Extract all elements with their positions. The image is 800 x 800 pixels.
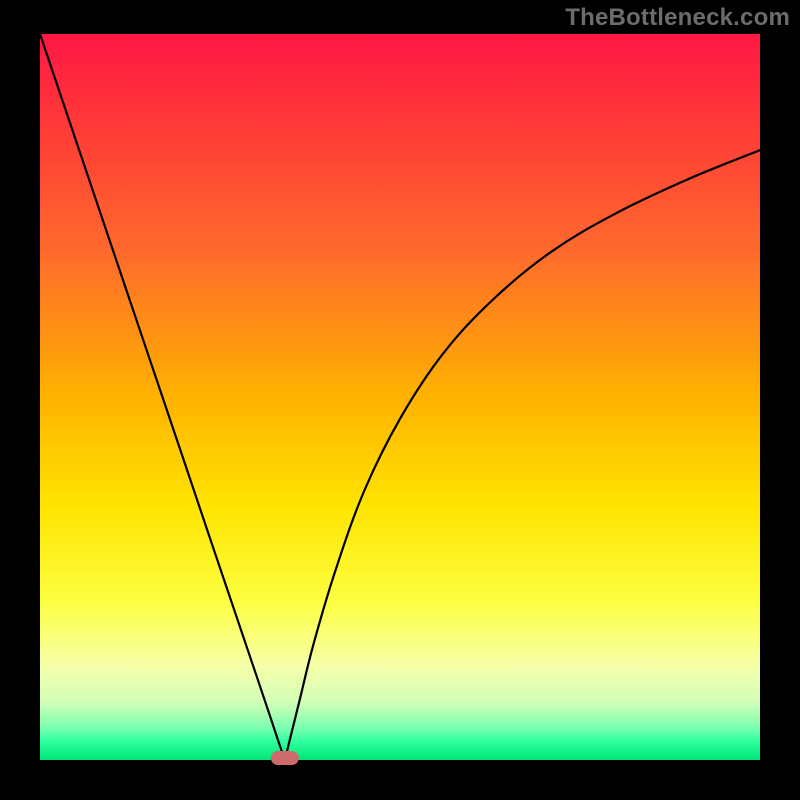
bottleneck-chart bbox=[0, 0, 800, 800]
chart-container: TheBottleneck.com bbox=[0, 0, 800, 800]
watermark-text: TheBottleneck.com bbox=[565, 4, 790, 32]
plot-area bbox=[40, 34, 760, 760]
minimum-marker bbox=[271, 751, 299, 765]
